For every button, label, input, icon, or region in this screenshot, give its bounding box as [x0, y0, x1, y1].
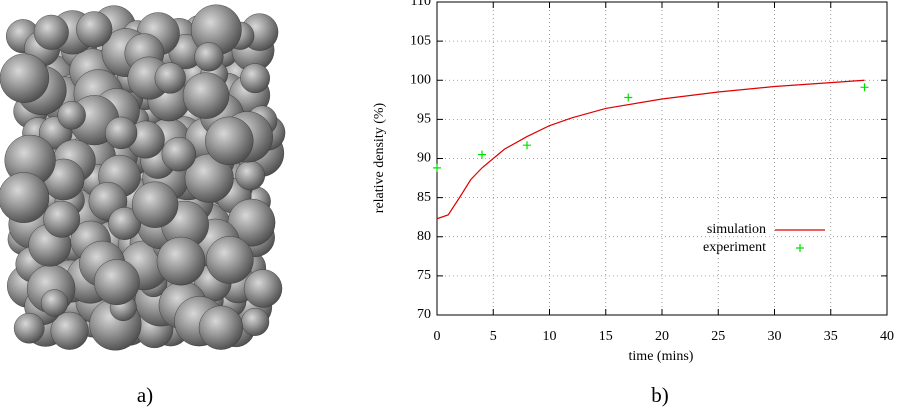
sphere — [58, 101, 86, 129]
sphere — [155, 63, 186, 94]
sphere — [0, 172, 49, 222]
y-tick-label: 95 — [417, 112, 431, 127]
sphere — [240, 63, 269, 92]
data-point — [478, 151, 486, 159]
sphere — [206, 236, 253, 283]
caption: b) — [651, 383, 669, 407]
sphere — [0, 54, 49, 103]
sphere — [195, 42, 224, 71]
x-tick-label: 35 — [824, 329, 838, 344]
y-tick-label: 105 — [410, 33, 431, 48]
y-tick-label: 110 — [411, 0, 431, 9]
y-tick-label: 85 — [417, 190, 431, 205]
x-tick-label: 40 — [880, 329, 894, 344]
x-tick-label: 5 — [490, 329, 497, 344]
data-point — [433, 164, 441, 172]
sphere — [34, 15, 69, 50]
y-tick-label: 70 — [417, 307, 431, 322]
x-tick-label: 20 — [655, 329, 669, 344]
legend-label: simulation — [707, 222, 766, 237]
x-tick-label: 15 — [599, 329, 613, 344]
y-tick-label: 90 — [417, 151, 431, 166]
y-tick-label: 80 — [417, 229, 431, 244]
figure: a) b) time (mins) relative density (%) 7… — [0, 0, 897, 414]
sphere — [132, 182, 178, 228]
caption: a) — [137, 383, 153, 407]
sphere — [157, 237, 205, 285]
sphere — [94, 259, 139, 304]
y-axis-label: relative density (%) — [372, 102, 387, 213]
sphere — [76, 12, 112, 48]
sphere — [105, 117, 137, 149]
x-tick-label: 0 — [434, 329, 441, 344]
data-point — [624, 93, 632, 101]
sphere — [205, 117, 253, 165]
sphere — [183, 73, 229, 119]
sphere-packing — [0, 5, 285, 351]
sphere — [44, 201, 80, 237]
sphere — [241, 308, 269, 336]
legend-swatch — [796, 244, 804, 252]
data-point — [523, 141, 531, 149]
y-tick-label: 75 — [417, 268, 431, 283]
sphere — [244, 270, 282, 308]
y-tick-label: 100 — [410, 72, 431, 87]
x-tick-label: 30 — [768, 329, 782, 344]
x-tick-label: 25 — [711, 329, 725, 344]
sphere — [236, 161, 265, 190]
sphere — [41, 290, 68, 317]
x-axis-label: time (mins) — [629, 349, 694, 364]
legend-label: experiment — [703, 240, 766, 255]
sphere — [199, 306, 243, 350]
data-point — [861, 83, 869, 91]
sphere — [162, 137, 196, 171]
sphere — [14, 313, 44, 343]
x-tick-label: 10 — [543, 329, 557, 344]
